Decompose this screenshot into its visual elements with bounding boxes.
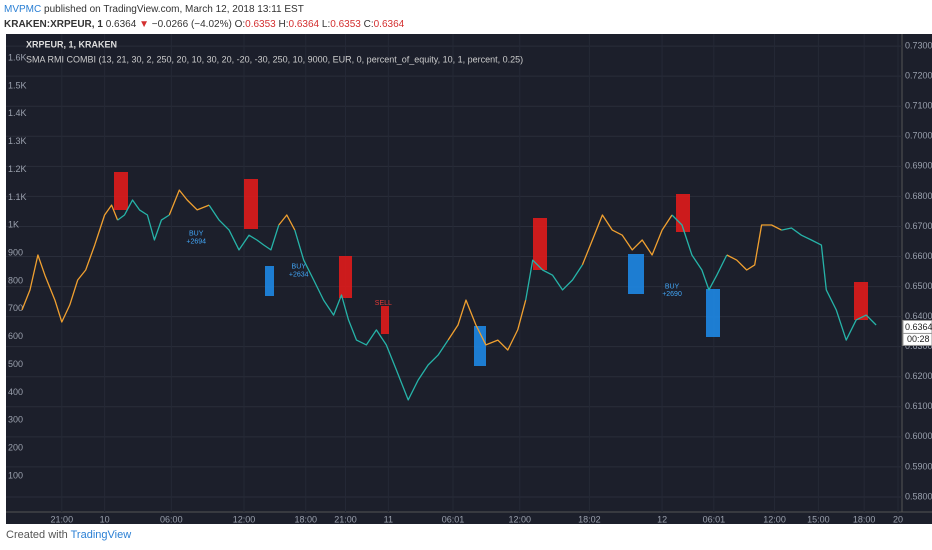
chart-subtitle: SMA RMI COMBI (13, 21, 30, 2, 250, 20, 1… bbox=[26, 54, 523, 64]
chart-title: XRPEUR, 1, KRAKEN bbox=[26, 39, 117, 49]
x-tick-label: 21:00 bbox=[334, 514, 357, 524]
signal-label: BUY bbox=[292, 264, 307, 271]
buy-cluster bbox=[265, 266, 274, 296]
x-tick-label: 18:00 bbox=[294, 514, 317, 524]
x-tick-label: 20 bbox=[893, 514, 903, 524]
last-price-label: 0.6364 bbox=[905, 322, 932, 332]
x-tick-label: 10 bbox=[100, 514, 110, 524]
y-tick-label: 700 bbox=[8, 303, 23, 313]
publish-line: MVPMC published on TradingView.com, Marc… bbox=[4, 2, 404, 17]
price-line bbox=[117, 199, 877, 401]
change: −0.0266 (−4.02%) bbox=[151, 19, 232, 30]
y-tick-label: 1.4K bbox=[8, 108, 27, 118]
l-label: L: bbox=[321, 19, 331, 30]
header: MVPMC published on TradingView.com, Marc… bbox=[4, 2, 404, 32]
y2-tick-label: 0.7000 bbox=[905, 131, 932, 141]
high: 0.6364 bbox=[288, 19, 320, 30]
sell-cluster bbox=[381, 306, 389, 334]
footer: Created with TradingView bbox=[6, 529, 131, 541]
sell-cluster bbox=[339, 256, 352, 298]
countdown-box bbox=[902, 332, 932, 346]
y2-tick-label: 0.6200 bbox=[905, 371, 932, 381]
signal-label: +2694 bbox=[186, 238, 206, 245]
signal-label: BUY bbox=[189, 231, 204, 238]
y2-tick-label: 0.6800 bbox=[905, 191, 932, 201]
y-tick-label: 200 bbox=[8, 443, 23, 453]
price-line bbox=[21, 189, 782, 351]
y-tick-label: 1K bbox=[8, 220, 19, 230]
brand[interactable]: TradingView bbox=[70, 529, 132, 541]
y2-tick-label: 0.6500 bbox=[905, 281, 932, 291]
y2-tick-label: 0.5800 bbox=[905, 491, 932, 501]
x-tick-label: 06:00 bbox=[160, 514, 183, 524]
author[interactable]: MVPMC bbox=[4, 4, 42, 15]
y2-tick-label: 0.6700 bbox=[905, 221, 932, 231]
y-tick-label: 400 bbox=[8, 387, 23, 397]
sell-cluster bbox=[854, 282, 868, 320]
y2-tick-label: 0.6600 bbox=[905, 251, 932, 261]
chart: XRPEUR, 1, KRAKEN SMA RMI COMBI (13, 21,… bbox=[6, 34, 932, 524]
sell-cluster bbox=[114, 172, 128, 210]
c-label: C: bbox=[363, 19, 374, 30]
x-tick-label: 18:02 bbox=[578, 514, 601, 524]
y-tick-label: 1.1K bbox=[8, 192, 27, 202]
x-tick-label: 12:00 bbox=[508, 514, 531, 524]
buy-cluster bbox=[474, 326, 486, 366]
buy-cluster bbox=[706, 289, 720, 337]
sell-cluster bbox=[244, 179, 258, 229]
sell-cluster bbox=[533, 218, 547, 270]
y-tick-label: 300 bbox=[8, 415, 23, 425]
last: 0.6364 bbox=[105, 19, 137, 30]
x-tick-label: 06:01 bbox=[442, 514, 465, 524]
x-tick-label: 21:00 bbox=[51, 514, 74, 524]
y-tick-label: 800 bbox=[8, 275, 23, 285]
symbol: KRAKEN:XRPEUR, 1 bbox=[4, 19, 103, 30]
x-tick-label: 12 bbox=[657, 514, 667, 524]
y2-tick-label: 0.6100 bbox=[905, 401, 932, 411]
published: published on TradingView.com, March 12, … bbox=[44, 4, 304, 15]
created-with: Created with bbox=[6, 529, 68, 541]
x-tick-label: 18:00 bbox=[853, 514, 876, 524]
x-tick-label: 06:01 bbox=[703, 514, 726, 524]
y2-tick-label: 0.6900 bbox=[905, 161, 932, 171]
countdown: 00:28 bbox=[907, 334, 930, 344]
y2-tick-label: 0.6300 bbox=[905, 341, 932, 351]
y2-tick-label: 0.5900 bbox=[905, 461, 932, 471]
x-tick-label: 12:00 bbox=[763, 514, 786, 524]
h-label: H: bbox=[278, 19, 289, 30]
signal-label: SELL bbox=[375, 300, 392, 307]
signal-label: BUY bbox=[665, 283, 680, 290]
low: 0.6353 bbox=[330, 19, 361, 30]
y2-tick-label: 0.7200 bbox=[905, 71, 932, 81]
chart-bg bbox=[6, 34, 932, 524]
x-tick-label: 15:00 bbox=[807, 514, 830, 524]
x-tick-label: 11 bbox=[384, 514, 393, 524]
y2-tick-label: 0.7300 bbox=[905, 40, 932, 50]
close: 0.6364 bbox=[373, 19, 405, 30]
x-tick-label: 12:00 bbox=[233, 514, 256, 524]
signal-clusters bbox=[114, 172, 868, 366]
quote-line: KRAKEN:XRPEUR, 1 0.6364 ▼ −0.0266 (−4.02… bbox=[4, 17, 404, 32]
open: 0.6353 bbox=[245, 19, 276, 30]
y-tick-label: 500 bbox=[8, 359, 23, 369]
signal-label: +2690 bbox=[662, 291, 682, 298]
y-tick-label: 600 bbox=[8, 331, 23, 341]
y2-tick-label: 0.6400 bbox=[905, 311, 932, 321]
y-tick-label: 1.2K bbox=[8, 164, 27, 174]
y-tick-label: 100 bbox=[8, 470, 23, 480]
y-tick-label: 1.3K bbox=[8, 136, 27, 146]
y-tick-label: 1.5K bbox=[8, 80, 27, 90]
y-tick-label: 900 bbox=[8, 248, 23, 258]
arrow: ▼ bbox=[139, 19, 149, 30]
y-tick-label: 1.6K bbox=[8, 52, 27, 62]
signal-label: +2634 bbox=[289, 271, 309, 278]
buy-cluster bbox=[628, 254, 644, 294]
y2-tick-label: 0.6000 bbox=[905, 431, 932, 441]
o-label: O: bbox=[234, 19, 246, 30]
y2-tick-label: 0.7100 bbox=[905, 101, 932, 111]
